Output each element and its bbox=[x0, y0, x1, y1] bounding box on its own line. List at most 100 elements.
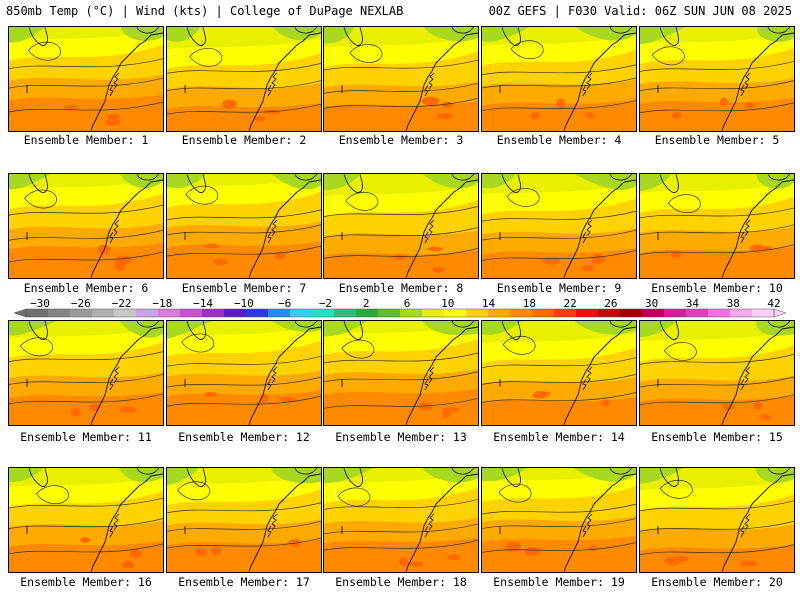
ensemble-member-label: Ensemble Member: 20 bbox=[651, 575, 783, 589]
temperature-map bbox=[167, 174, 321, 278]
colorbar-tick-label: 38 bbox=[727, 297, 740, 310]
colorbar-tick-label: −22 bbox=[112, 297, 132, 310]
colorbar-swatch bbox=[576, 309, 599, 317]
ensemble-map-panel bbox=[481, 26, 637, 132]
ensemble-member-label: Ensemble Member: 6 bbox=[23, 281, 149, 295]
ensemble-member-label: Ensemble Member: 9 bbox=[496, 281, 622, 295]
colorbar-tick-label: 26 bbox=[604, 297, 617, 310]
temperature-map bbox=[324, 174, 478, 278]
colorbar-swatch bbox=[70, 309, 93, 317]
ensemble-member-label: Ensemble Member: 2 bbox=[181, 133, 307, 147]
ensemble-map-panel bbox=[166, 173, 322, 279]
temperature-map bbox=[324, 321, 478, 425]
ensemble-map-panel bbox=[8, 467, 164, 573]
temperature-map bbox=[167, 27, 321, 131]
colorbar-swatch bbox=[246, 309, 269, 317]
ensemble-member-label: Ensemble Member: 18 bbox=[335, 575, 467, 589]
ensemble-map-panel bbox=[8, 320, 164, 426]
colorbar-tick-label: −30 bbox=[30, 297, 50, 310]
colorbar-tick-label: −26 bbox=[71, 297, 91, 310]
colorbar-swatch bbox=[334, 309, 357, 317]
colorbar-swatch bbox=[312, 309, 335, 317]
colorbar-swatch bbox=[488, 309, 511, 317]
colorbar-tick-label: 14 bbox=[482, 297, 496, 310]
colorbar-tick-label: 22 bbox=[563, 297, 576, 310]
ensemble-member-label: Ensemble Member: 17 bbox=[178, 575, 310, 589]
colorbar-tick-label: −18 bbox=[152, 297, 172, 310]
colorbar-swatch bbox=[598, 309, 621, 317]
ensemble-map-panel bbox=[8, 26, 164, 132]
ensemble-member-label: Ensemble Member: 14 bbox=[493, 430, 625, 444]
colorbar-tick-label: 10 bbox=[441, 297, 454, 310]
colorbar-left-arrow bbox=[13, 308, 27, 318]
colorbar-tick-label: −6 bbox=[278, 297, 291, 310]
ensemble-map-panel bbox=[8, 173, 164, 279]
colorbar-swatch bbox=[554, 309, 577, 317]
colorbar-swatch bbox=[378, 309, 401, 317]
temperature-map bbox=[9, 468, 163, 572]
colorbar-swatch bbox=[290, 309, 313, 317]
ensemble-member-label: Ensemble Member: 16 bbox=[20, 575, 152, 589]
ensemble-map-panel bbox=[639, 320, 795, 426]
ensemble-map-panel bbox=[639, 26, 795, 132]
temperature-map bbox=[167, 321, 321, 425]
colorbar-swatch bbox=[356, 309, 379, 317]
colorbar-swatch bbox=[664, 309, 687, 317]
ensemble-map-panel bbox=[166, 26, 322, 132]
colorbar-swatch bbox=[620, 309, 643, 317]
colorbar-swatch bbox=[26, 309, 49, 317]
colorbar-swatch bbox=[136, 309, 159, 317]
ensemble-member-label: Ensemble Member: 4 bbox=[496, 133, 622, 147]
colorbar-svg: −30 −26 −22 −18 −14 −10 −6 −2 2 6 10 14 18 22 26 30 34 38… bbox=[13, 297, 787, 318]
colorbar-swatch bbox=[114, 309, 137, 317]
temperature-map bbox=[640, 174, 794, 278]
ensemble-member-label: Ensemble Member: 10 bbox=[651, 281, 783, 295]
colorbar-swatch bbox=[158, 309, 181, 317]
ensemble-member-label: Ensemble Member: 1 bbox=[23, 133, 149, 147]
ensemble-map-panel bbox=[481, 173, 637, 279]
colorbar-swatch bbox=[708, 309, 731, 317]
colorbar-swatch bbox=[92, 309, 115, 317]
ensemble-member-label: Ensemble Member: 13 bbox=[335, 430, 467, 444]
ensemble-member-label: Ensemble Member: 19 bbox=[493, 575, 625, 589]
temperature-colorbar: −30 −26 −22 −18 −14 −10 −6 −2 2 6 10 14 18 22 26 30 34 38… bbox=[10, 297, 790, 321]
ensemble-member-label: Ensemble Member: 15 bbox=[651, 430, 783, 444]
colorbar-tick-label: 6 bbox=[404, 297, 411, 310]
temperature-map bbox=[324, 27, 478, 131]
ensemble-map-panel bbox=[166, 320, 322, 426]
chart-title: 850mb Temp (°C) | Wind (kts) | College o… bbox=[6, 4, 404, 18]
ensemble-member-label: Ensemble Member: 5 bbox=[654, 133, 780, 147]
ensemble-map-panel bbox=[481, 320, 637, 426]
ensemble-map-panel bbox=[481, 467, 637, 573]
ensemble-member-label: Ensemble Member: 11 bbox=[20, 430, 152, 444]
ensemble-map-panel bbox=[166, 467, 322, 573]
colorbar-swatch bbox=[224, 309, 247, 317]
temperature-map bbox=[324, 468, 478, 572]
colorbar-swatch bbox=[642, 309, 665, 317]
temperature-map bbox=[482, 174, 636, 278]
ensemble-map-panel bbox=[323, 467, 479, 573]
ensemble-member-label: Ensemble Member: 8 bbox=[338, 281, 464, 295]
colorbar-tick-label: 2 bbox=[363, 297, 370, 310]
ensemble-member-label: Ensemble Member: 12 bbox=[178, 430, 310, 444]
colorbar-right-arrow bbox=[773, 308, 787, 318]
colorbar-tick-label: −2 bbox=[319, 297, 332, 310]
ensemble-map-panel bbox=[323, 320, 479, 426]
ensemble-member-label: Ensemble Member: 3 bbox=[338, 133, 464, 147]
ensemble-map-panel bbox=[323, 173, 479, 279]
colorbar-swatch bbox=[730, 309, 753, 317]
temperature-map bbox=[9, 174, 163, 278]
temperature-map bbox=[9, 321, 163, 425]
temperature-map bbox=[640, 27, 794, 131]
colorbar-swatch bbox=[202, 309, 225, 317]
colorbar-swatch bbox=[400, 309, 423, 317]
temperature-map bbox=[167, 468, 321, 572]
temperature-map bbox=[640, 321, 794, 425]
ensemble-map-panel bbox=[323, 26, 479, 132]
temperature-map bbox=[9, 27, 163, 131]
colorbar-swatch bbox=[48, 309, 71, 317]
temperature-map bbox=[640, 468, 794, 572]
colorbar-tick-label: 42 bbox=[767, 297, 780, 310]
colorbar-tick-label: −10 bbox=[234, 297, 254, 310]
colorbar-swatch bbox=[422, 309, 445, 317]
